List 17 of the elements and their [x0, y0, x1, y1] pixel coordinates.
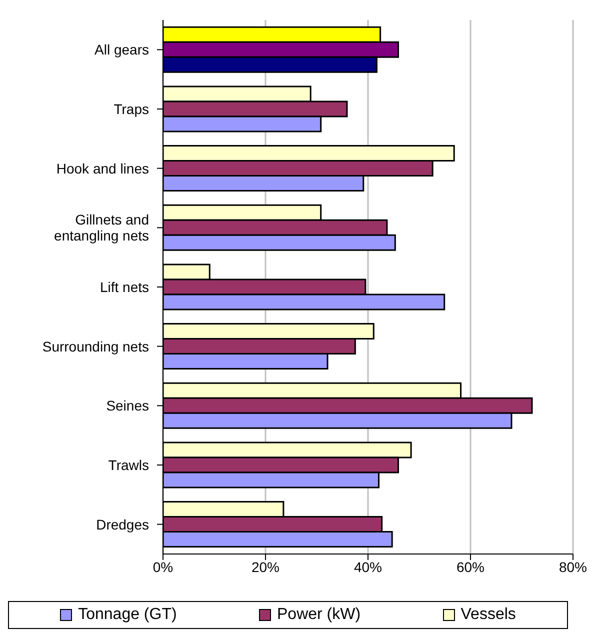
y-tick-label: All gears: [94, 42, 149, 58]
legend-label: Vessels: [460, 606, 516, 624]
y-tick-label: Lift nets: [100, 279, 149, 295]
x-tick-label: 80%: [558, 558, 588, 575]
legend-label: Power (kW): [276, 606, 361, 624]
x-tick-label: 60%: [456, 558, 485, 575]
y-tick-label: Hook and lines: [56, 160, 149, 176]
legend-label: Tonnage (GT): [77, 606, 177, 624]
x-tick-label: 0%: [152, 558, 174, 575]
y-tick-label: Seines: [106, 398, 149, 414]
y-tick-label: Traps: [114, 101, 149, 117]
x-tick-label: 40%: [354, 558, 382, 575]
y-tick-label: Trawls: [108, 457, 149, 473]
x-tick-label: 20%: [251, 558, 280, 575]
y-tick-label: Surrounding nets: [42, 338, 149, 354]
y-tick-label: Gillnets and entangling nets: [54, 212, 149, 244]
y-tick-label: Dredges: [96, 516, 149, 532]
